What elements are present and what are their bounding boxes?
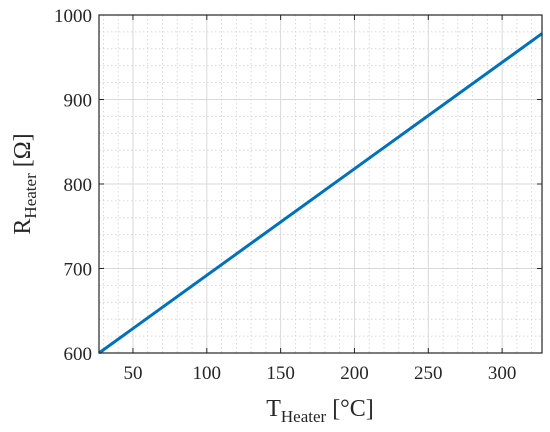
major-grid <box>99 15 542 353</box>
series-line <box>98 32 543 355</box>
y-axis-label: RHeater [Ω] <box>10 133 40 234</box>
series-group <box>98 32 543 355</box>
y-tick-label: 700 <box>64 260 93 281</box>
x-tick-label: 150 <box>266 363 295 384</box>
y-axis-label-main: R <box>10 219 36 235</box>
y-tick-label: 1000 <box>54 6 92 27</box>
x-axis-label-sub: Heater <box>281 407 327 426</box>
y-axis-label-sub: Heater <box>21 173 40 219</box>
x-axis-label: THeater [°C] <box>266 396 374 426</box>
x-tick-label: 250 <box>414 363 443 384</box>
y-tick-label: 600 <box>64 344 93 365</box>
x-tick-label: 100 <box>193 363 222 384</box>
tick-labels: 50 100 150 200 250 300 600 700 800 900 1000 <box>54 6 516 384</box>
y-tick-label: 900 <box>64 91 93 112</box>
x-tick-label: 50 <box>123 363 142 384</box>
x-axis-label-main: T <box>266 396 281 422</box>
x-tick-label: 300 <box>488 363 517 384</box>
x-tick-label: 200 <box>340 363 369 384</box>
y-tick-label: 800 <box>64 175 93 196</box>
tick-marks <box>99 14 542 354</box>
x-axis-label-unit: [°C] <box>326 396 374 422</box>
y-axis-label-unit: [Ω] <box>10 133 36 173</box>
